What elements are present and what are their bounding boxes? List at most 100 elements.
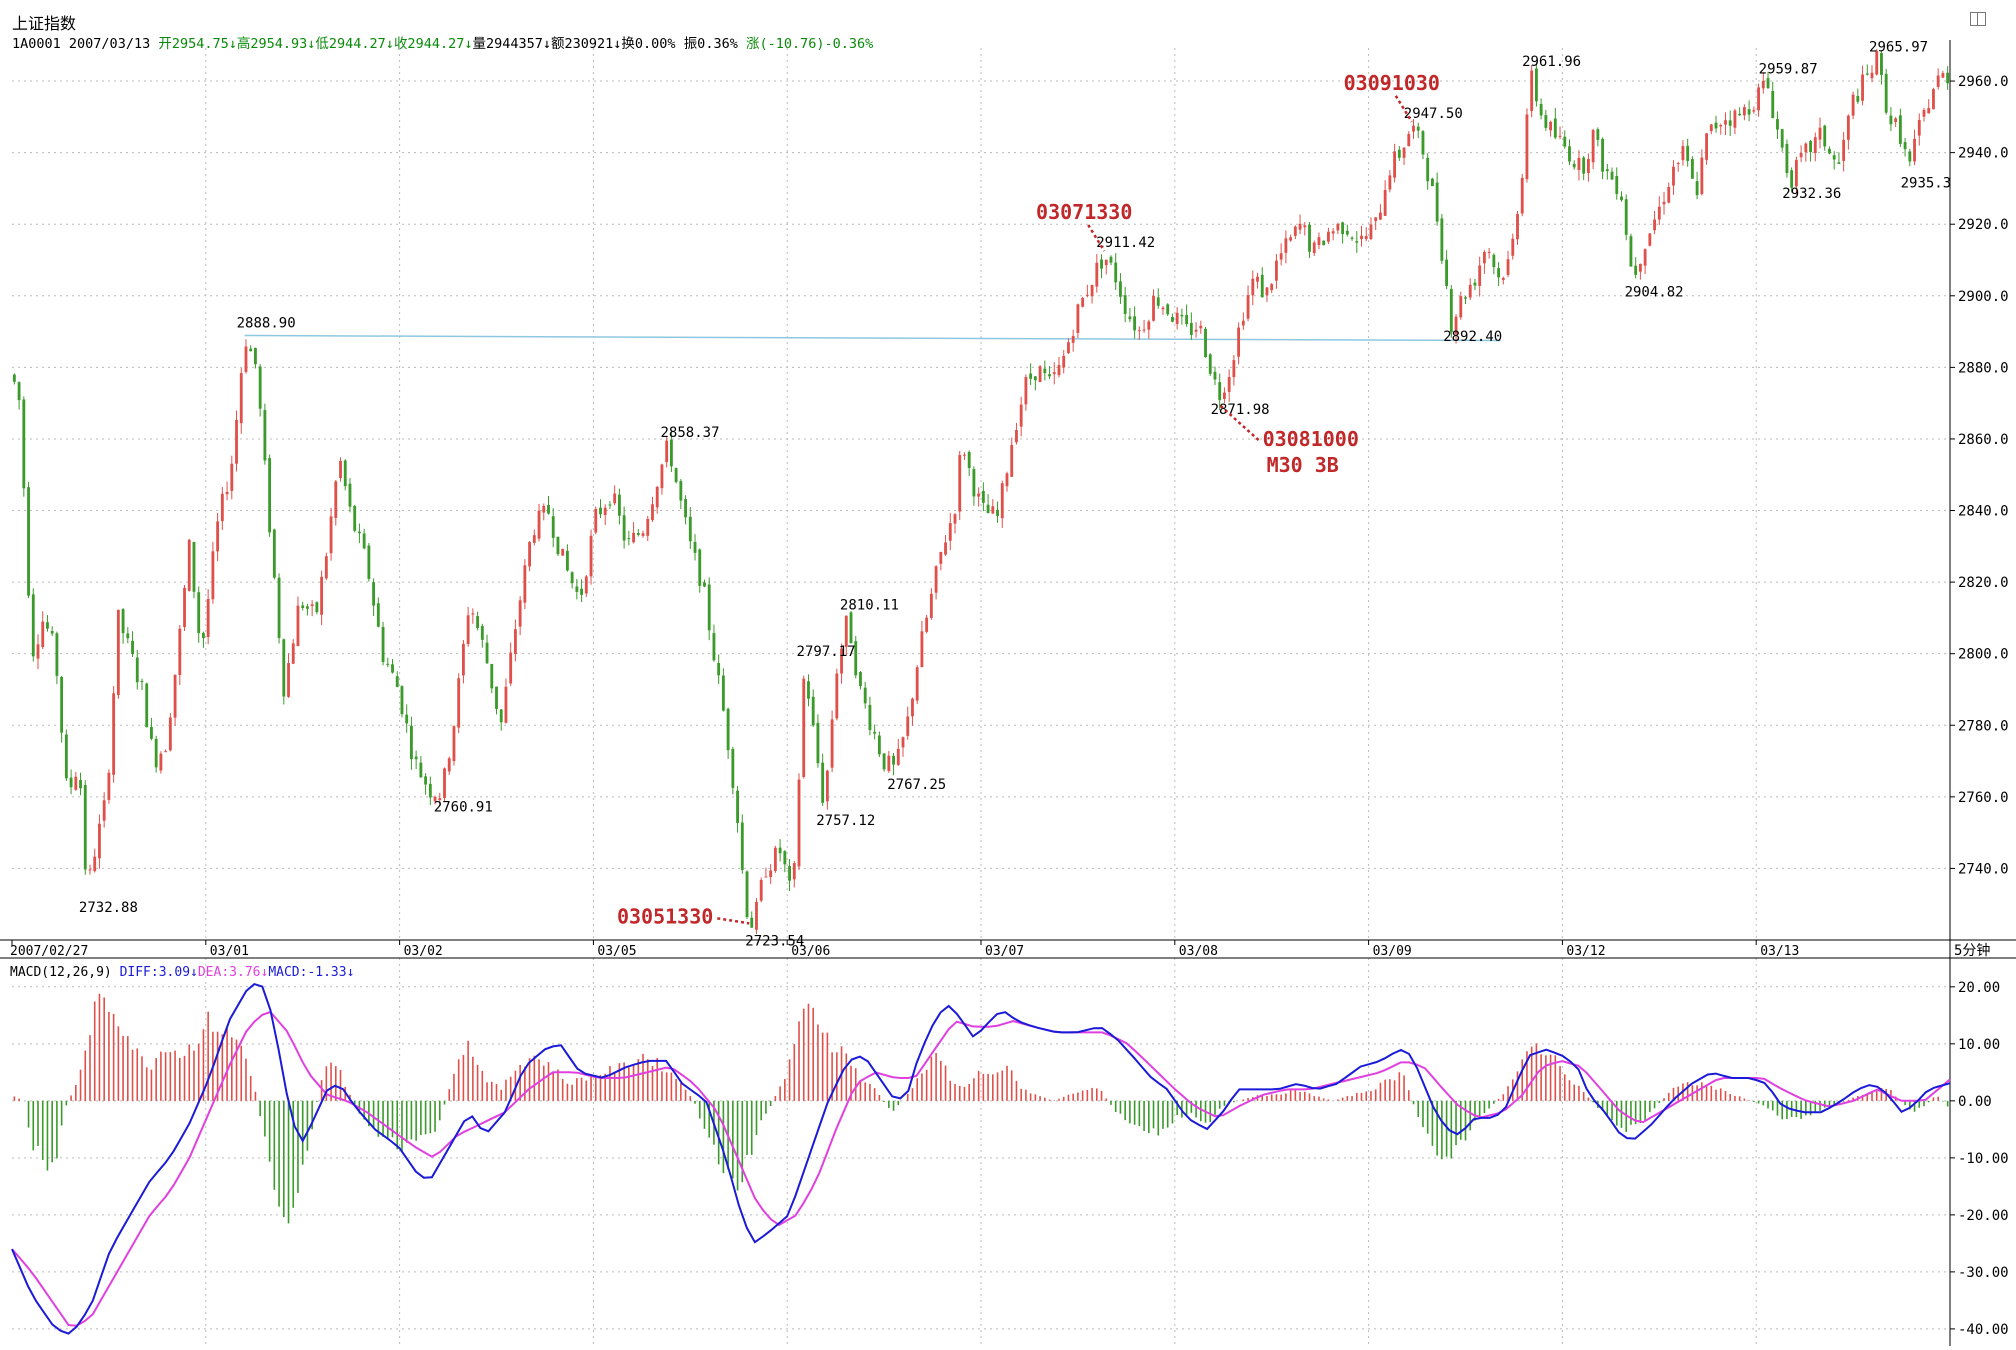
candle-body — [882, 753, 886, 770]
candle-body — [1742, 107, 1746, 116]
candle-body — [1733, 110, 1737, 128]
price-tick-label: 2740.0 — [1958, 861, 2009, 877]
candle-body — [1586, 159, 1590, 174]
candle-body — [1388, 175, 1392, 190]
candle-body — [480, 625, 484, 640]
candle-body — [1308, 224, 1311, 252]
candle-body — [485, 642, 489, 664]
price-labels-layer: 2732.88 2888.90 2760.91 2858.37 2723.54 2797.… — [79, 40, 1951, 950]
candle-body — [802, 678, 806, 777]
candle-body — [1445, 259, 1449, 286]
candle-body — [1818, 127, 1822, 140]
candle-body — [1776, 119, 1779, 130]
price-point-label: 2757.12 — [816, 813, 875, 829]
price-tick-label: 2960.0 — [1958, 74, 2009, 90]
candle-body — [1000, 483, 1004, 519]
candle-body — [31, 594, 35, 657]
candle-body — [986, 504, 990, 514]
candle-body — [1553, 118, 1557, 138]
candle-body — [1563, 136, 1567, 147]
candle-body — [1695, 181, 1699, 196]
candle-body — [1728, 120, 1732, 126]
candle-body — [1374, 217, 1378, 222]
candle-body — [1908, 151, 1912, 162]
time-tick-label: 03/12 — [1566, 944, 1605, 959]
annotation-label-2: M30 3B — [1267, 453, 1339, 477]
candle-body — [1482, 251, 1486, 264]
candle-body — [1667, 186, 1671, 203]
candle-body — [27, 487, 30, 596]
candle-body — [1350, 237, 1354, 239]
price-point-label: 2892.40 — [1443, 329, 1502, 345]
candle-body — [1393, 151, 1397, 178]
macd-legend-item: MACD:-1.33↓ — [268, 965, 354, 980]
chart-title: 上证指数 — [12, 14, 77, 33]
candle-body — [12, 374, 16, 382]
time-tick-label: 03/07 — [985, 944, 1024, 959]
candle-body — [929, 593, 933, 618]
candle-body — [1440, 218, 1444, 261]
candle-body — [669, 439, 673, 467]
candle-body — [395, 676, 399, 688]
candle-body — [934, 566, 938, 593]
price-point-label: 2932.36 — [1782, 186, 1841, 202]
candle-body — [428, 783, 432, 798]
candle-body — [570, 572, 574, 584]
candle-body — [471, 613, 475, 615]
annotation-label: 03051330 — [617, 904, 713, 928]
candle-body — [821, 762, 825, 803]
candle-body — [1894, 118, 1898, 123]
candle-body — [1043, 368, 1047, 374]
candle-body — [996, 509, 999, 516]
candle-body — [859, 672, 862, 687]
candle-body — [1643, 249, 1647, 266]
candle-body — [1298, 223, 1302, 230]
candle-body — [1137, 330, 1141, 332]
candle-body — [1690, 159, 1694, 179]
candle-body — [424, 776, 428, 785]
candle-body — [46, 622, 49, 629]
time-tick-label: 03/01 — [210, 944, 249, 959]
candle-body — [1199, 325, 1203, 329]
candle-body — [1709, 124, 1713, 132]
candle-body — [1672, 166, 1675, 186]
candle-body — [1752, 110, 1756, 112]
candle-body — [674, 468, 678, 483]
candle-body — [348, 483, 352, 507]
candle-body — [211, 551, 215, 600]
candle-body — [1237, 327, 1241, 357]
candle-body — [1823, 125, 1827, 147]
price-tick-label: 2920.0 — [1958, 217, 2009, 233]
candle-body — [584, 576, 588, 594]
candle-body — [1412, 125, 1415, 132]
candle-body — [1227, 376, 1231, 392]
candle-body — [948, 523, 952, 541]
candle-body — [1185, 314, 1189, 325]
candle-body — [1322, 240, 1326, 246]
candle-body — [1279, 253, 1283, 260]
candle-body — [1251, 278, 1255, 296]
candle-body — [438, 798, 442, 801]
macd-tick-label: -10.00 — [1958, 1151, 2009, 1167]
candle-body — [140, 681, 144, 683]
macd-legend-item: DIFF:3.09↓ — [120, 965, 198, 980]
candle-body — [513, 629, 517, 654]
candle-body — [1473, 282, 1477, 286]
candle-body — [249, 348, 253, 352]
candle-body — [1846, 115, 1850, 140]
candle-body — [896, 748, 900, 765]
candle-body — [306, 606, 309, 609]
panel-toggle-icon[interactable] — [1970, 12, 1986, 26]
price-tick-label: 2820.0 — [1958, 575, 2009, 591]
time-tick-label: 2007/02/27 — [10, 944, 88, 959]
candle-body — [405, 714, 409, 724]
candle-body — [1615, 176, 1619, 194]
price-tick-label: 2800.0 — [1958, 647, 2009, 663]
candle-body — [721, 675, 725, 711]
annotation-label: 03071330 — [1036, 200, 1132, 224]
price-tick-label: 2780.0 — [1958, 718, 2009, 734]
candle-body — [1421, 131, 1425, 155]
candle-body — [495, 686, 498, 709]
candle-body — [755, 901, 758, 930]
